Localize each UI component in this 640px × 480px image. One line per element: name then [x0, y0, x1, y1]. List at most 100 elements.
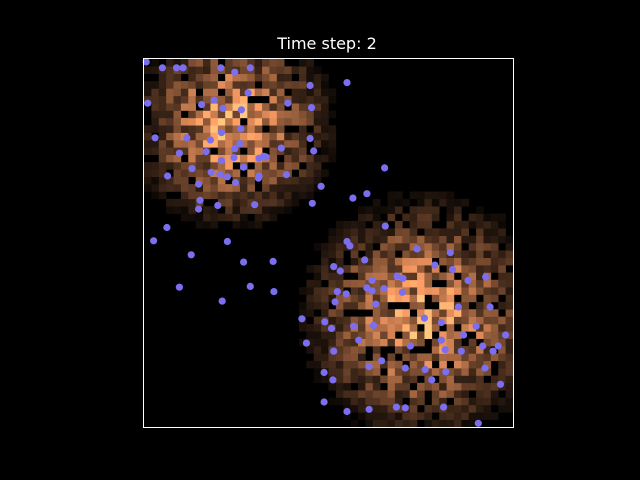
heatmap-cell — [247, 117, 255, 126]
heatmap-cell — [239, 184, 248, 192]
heatmap-cell — [483, 360, 492, 369]
heatmap-cell — [210, 132, 219, 141]
heatmap-cell — [483, 397, 492, 406]
heatmap-cell — [321, 169, 329, 178]
heatmap-cell — [424, 353, 433, 362]
heatmap-cell — [313, 88, 322, 97]
heatmap-cell — [424, 382, 433, 391]
heatmap-cell — [424, 360, 433, 369]
heatmap-cell — [380, 316, 388, 325]
heatmap-cell — [476, 323, 484, 332]
heatmap-cell — [446, 257, 455, 266]
heatmap-cell — [343, 353, 351, 362]
heatmap-cell — [439, 412, 447, 420]
heatmap-cell — [276, 66, 285, 75]
scatter-point — [306, 81, 314, 90]
heatmap-cell — [328, 279, 337, 288]
heatmap-cell — [446, 412, 455, 420]
heatmap-cell — [461, 397, 470, 406]
heatmap-cell — [409, 243, 418, 251]
heatmap-cell — [298, 66, 307, 75]
heatmap-cell — [431, 368, 440, 376]
heatmap-cell — [476, 265, 484, 273]
heatmap-cell — [417, 265, 425, 273]
heatmap-cell — [365, 323, 374, 332]
heatmap-cell — [254, 66, 263, 75]
heatmap-cell — [328, 250, 337, 259]
heatmap-cell — [402, 257, 410, 266]
heatmap-cell — [461, 294, 470, 303]
heatmap-cell — [254, 110, 263, 119]
heatmap-cell — [313, 272, 322, 281]
heatmap-cell — [446, 404, 455, 413]
scatter-point — [307, 104, 316, 112]
heatmap-cell — [151, 162, 160, 170]
scatter-point — [440, 403, 448, 411]
heatmap-cell — [313, 132, 322, 141]
heatmap-cell — [269, 110, 278, 119]
heatmap-cell — [380, 294, 388, 303]
heatmap-cell — [262, 117, 270, 126]
heatmap-cell — [343, 331, 351, 339]
heatmap-cell — [468, 257, 477, 266]
heatmap-cell — [402, 265, 410, 273]
heatmap-cell — [439, 272, 447, 281]
heatmap-cell — [151, 125, 160, 133]
heatmap-cell — [203, 125, 211, 133]
heatmap-cell — [321, 265, 329, 273]
heatmap-cell — [358, 279, 366, 288]
heatmap-cell — [358, 294, 366, 303]
heatmap-cell — [372, 250, 381, 259]
heatmap-cell — [188, 117, 196, 126]
heatmap-cell — [313, 154, 322, 163]
heatmap-cell — [380, 250, 388, 259]
heatmap-cell — [372, 294, 381, 303]
heatmap-cell — [284, 206, 292, 214]
heatmap-cell — [321, 250, 329, 259]
heatmap-cell — [380, 206, 388, 214]
scatter-point — [327, 324, 336, 332]
heatmap-cell — [409, 338, 418, 347]
heatmap-cell — [358, 404, 366, 413]
scatter-point — [255, 154, 263, 162]
heatmap-cell — [380, 265, 388, 273]
heatmap-cell — [225, 88, 233, 97]
scatter-point — [372, 300, 380, 308]
heatmap-cell — [387, 323, 396, 332]
heatmap-cell — [372, 279, 381, 288]
heatmap-cell — [217, 162, 226, 170]
heatmap-cell — [372, 198, 381, 207]
scatter-point — [175, 283, 183, 291]
heatmap-cell — [298, 323, 307, 332]
heatmap-cell — [217, 132, 226, 141]
heatmap-cell — [417, 191, 425, 200]
heatmap-cell — [476, 272, 484, 281]
heatmap-cell — [468, 360, 477, 369]
heatmap-cell — [476, 412, 484, 420]
heatmap-cell — [350, 397, 359, 406]
heatmap-cell — [306, 301, 315, 310]
heatmap-cell — [195, 169, 204, 178]
heatmap-cell — [291, 103, 300, 111]
heatmap-cell — [166, 176, 174, 185]
scatter-point — [346, 242, 354, 250]
heatmap-cell — [166, 154, 174, 163]
heatmap-cell — [424, 265, 433, 273]
heatmap-cell — [173, 184, 182, 192]
heatmap-cell — [328, 272, 337, 281]
heatmap-cell — [431, 191, 440, 200]
heatmap-cell — [210, 103, 219, 111]
heatmap-cell — [358, 272, 366, 281]
heatmap-cell — [505, 287, 514, 295]
heatmap-cell — [483, 331, 492, 339]
heatmap-cell — [358, 412, 366, 420]
heatmap-cell — [195, 125, 204, 133]
heatmap-cell — [188, 213, 196, 222]
heatmap-cell — [446, 390, 455, 398]
heatmap-cell — [291, 117, 300, 126]
heatmap-cell — [225, 169, 233, 178]
heatmap-cell — [313, 162, 322, 170]
heatmap-cell — [225, 147, 233, 155]
heatmap-cell — [343, 382, 351, 391]
heatmap-cell — [203, 220, 211, 229]
